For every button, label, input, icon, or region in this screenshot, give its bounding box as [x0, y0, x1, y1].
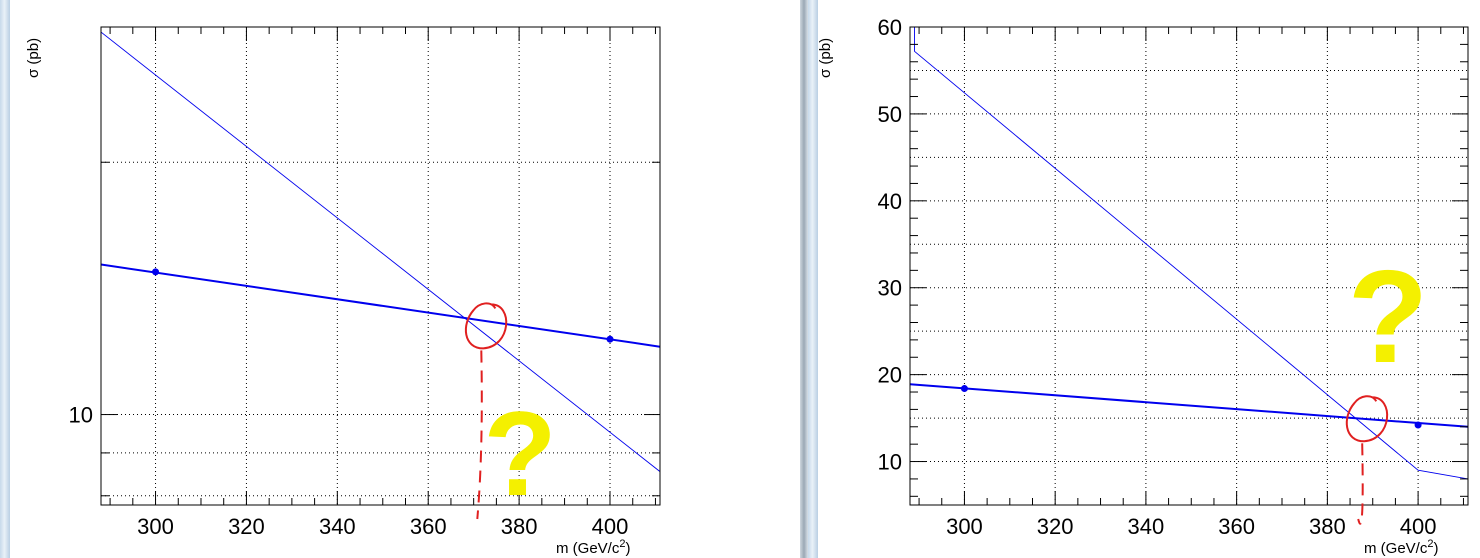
- annotation-question-mark: ?: [1348, 243, 1429, 390]
- x-tick-label: 340: [319, 514, 356, 539]
- chart-left-frame: [100, 26, 661, 506]
- y-tick-label: 60: [878, 15, 902, 40]
- window-edge-left: [0, 0, 10, 558]
- chart-left-xlabel-sup: 2: [619, 538, 625, 550]
- y-tick-label: 40: [878, 189, 902, 214]
- x-tick-label: 360: [410, 514, 447, 539]
- chart-right-series: [910, 27, 1468, 480]
- chart-left-grid: [101, 27, 660, 505]
- y-tick-label: 10: [878, 450, 902, 475]
- y-tick-label: 20: [878, 363, 902, 388]
- x-tick-label: 400: [592, 514, 629, 539]
- annotation-dashed-line: [476, 350, 483, 520]
- data-point-marker: [606, 335, 614, 343]
- x-tick-label: 380: [501, 514, 538, 539]
- y-tick-label: 10: [69, 403, 93, 428]
- chart-left-ylabel: σ (pb): [25, 38, 42, 78]
- data-point-marker: [152, 268, 160, 276]
- data-point-marker: [960, 385, 968, 393]
- y-tick-label: 30: [878, 276, 902, 301]
- x-tick-label: 360: [1218, 514, 1255, 539]
- x-tick-label: 380: [1309, 514, 1346, 539]
- x-tick-label: 400: [1400, 514, 1437, 539]
- x-tick-label: 300: [137, 514, 174, 539]
- chart-right-annotation: ?: [1345, 243, 1429, 525]
- series-line-thick: [910, 383, 1468, 428]
- series-line-thick: [101, 263, 660, 348]
- chart-left-xlabel: m (GeV/c2): [556, 538, 630, 557]
- chart-left-xlabel-main: m (GeV/c: [556, 540, 620, 557]
- chart-left-xlabel-close: ): [625, 540, 630, 557]
- annotation-dashed-line: [1357, 443, 1364, 525]
- x-tick-label: 320: [228, 514, 265, 539]
- x-tick-label: 340: [1128, 514, 1165, 539]
- series-line-thin: [101, 31, 660, 472]
- chart-right-xlabel-sup: 2: [1427, 538, 1433, 550]
- annotation-circle: [1345, 395, 1388, 443]
- x-tick-label: 320: [1037, 514, 1074, 539]
- window-splitter[interactable]: [800, 0, 808, 558]
- series-line-thin: [914, 27, 1468, 480]
- chart-right: 300 320 340 360 380 400 10 20 30 40 50 60 σ (pb) m …: [817, 15, 1469, 557]
- chart-left: 300 320 340 360 380 400 10 σ (pb) m (GeV/c2) ?: [25, 26, 661, 557]
- y-tick-label: 50: [878, 102, 902, 127]
- chart-left-annotation: ?: [464, 302, 557, 521]
- x-tick-label: 300: [946, 514, 983, 539]
- chart-right-tick-labels: 300 320 340 360 380 400 10 20 30 40 50 60: [878, 15, 1437, 539]
- chart-right-xlabel: m (GeV/c2): [1364, 538, 1438, 557]
- annotation-question-mark: ?: [483, 387, 556, 521]
- data-point-marker: [1414, 421, 1422, 429]
- chart-left-tick-labels: 300 320 340 360 380 400 10: [69, 403, 629, 539]
- annotation-circle: [464, 302, 508, 350]
- chart-left-series: [101, 31, 660, 472]
- chart-right-frame: [909, 26, 1469, 506]
- chart-right-xlabel-main: m (GeV/c: [1364, 540, 1428, 557]
- window-edge-right-panel: [808, 0, 818, 558]
- chart-left-ticks: [101, 27, 660, 505]
- chart-right-ylabel: σ (pb): [817, 38, 834, 78]
- chart-right-xlabel-close: ): [1433, 540, 1438, 557]
